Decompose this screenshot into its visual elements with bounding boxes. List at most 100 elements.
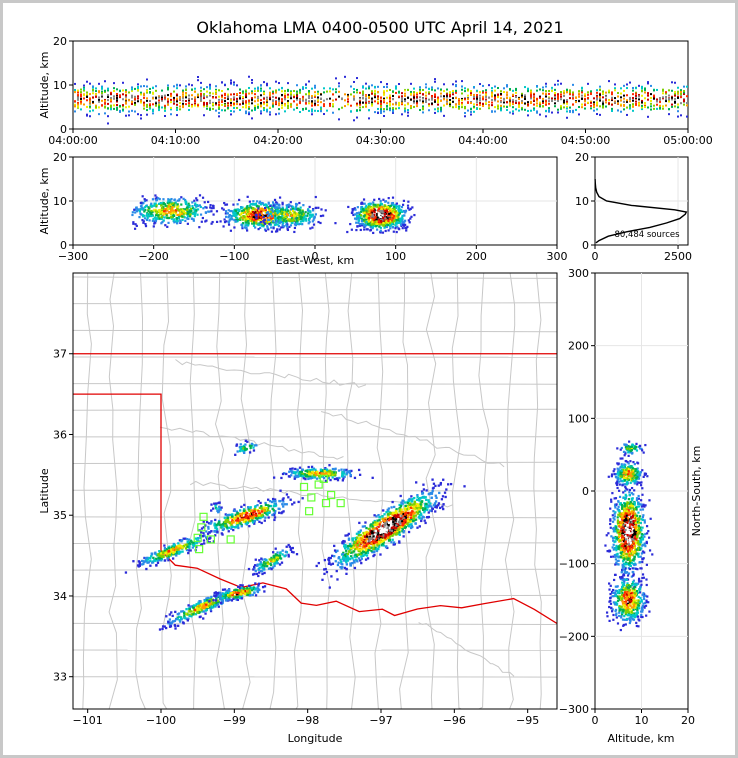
altitude-time-cell	[581, 86, 583, 89]
altitude-time-cell	[674, 97, 676, 100]
altitude-time-cell	[389, 98, 391, 101]
plan-view-cell	[388, 535, 392, 538]
altitude-eastwest-cell	[246, 195, 249, 198]
altitude-eastwest-cell	[289, 218, 292, 221]
altitude-time-cell	[458, 101, 460, 104]
altitude-eastwest-cell	[134, 223, 137, 226]
altitude-time-cell	[416, 96, 418, 99]
plan-view-cell	[371, 542, 375, 545]
altitude-time-cell	[455, 91, 457, 94]
altitude-time-cell	[197, 76, 199, 79]
altitude-eastwest-cell	[307, 222, 310, 225]
altitude-time-cell	[338, 95, 340, 98]
plan-view-cell	[364, 558, 368, 561]
altitude-time-cell	[122, 105, 124, 108]
plan-view-cell	[418, 507, 421, 511]
plan-view-cell	[367, 547, 371, 550]
altitude-time-cell	[647, 106, 649, 109]
altitude-time-cell	[542, 100, 544, 103]
altitude-eastwest-cell	[251, 218, 254, 221]
altitude-time-cell	[518, 105, 520, 108]
altitude-time-cell	[347, 100, 349, 103]
altitude-eastwest-cell	[144, 224, 148, 228]
altitude-eastwest-cell	[141, 219, 144, 222]
plan-view-cell	[400, 509, 403, 513]
altitude-time-cell	[215, 109, 217, 112]
altitude-eastwest-cell	[387, 201, 390, 204]
altitude-time-cell	[422, 89, 424, 92]
altitude-eastwest-cell	[260, 202, 263, 206]
altitude-time-cell	[542, 105, 544, 108]
plan-view-cell	[325, 570, 329, 574]
plan-view-cell	[334, 550, 338, 554]
altitude-time-cell	[620, 99, 622, 102]
plan-view-cell	[317, 561, 320, 565]
altitude-eastwest-cell	[176, 220, 179, 223]
altitude-eastwest-cell	[279, 216, 282, 219]
altitude-time-cell	[236, 103, 238, 106]
altitude-eastwest-cell	[144, 209, 147, 212]
altitude-time-cell	[362, 101, 364, 104]
plan-view-cell	[388, 529, 392, 532]
altitude-eastwest-cell	[388, 222, 391, 225]
plan-view-cell	[377, 547, 380, 551]
altitude-time-cell	[506, 84, 508, 87]
plan-view-cell	[346, 554, 349, 557]
altitude-time-cell	[479, 97, 481, 100]
altitude-eastwest-cell	[262, 203, 266, 207]
altitude-eastwest-cell	[205, 206, 208, 209]
altitude-time-cell	[86, 91, 88, 94]
altitude-eastwest-cell	[252, 200, 255, 203]
altitude-time-cell	[125, 102, 127, 105]
altitude-time-cell	[197, 96, 199, 99]
altitude-time-cell	[578, 100, 580, 103]
altitude-eastwest-cell	[152, 217, 155, 221]
altitude-eastwest-cell	[350, 211, 354, 215]
time-axis-tick-label: 04:50:00	[561, 134, 610, 147]
altitude-eastwest-cell	[391, 215, 394, 218]
altitude-eastwest-cell	[176, 204, 180, 207]
plan-view-cell	[367, 527, 370, 531]
altitude-time-cell	[371, 99, 373, 102]
altitude-time-cell	[311, 87, 313, 90]
altitude-time-cell	[470, 110, 472, 113]
altitude-eastwest-cell	[186, 208, 189, 211]
altitude-eastwest-cell	[384, 209, 387, 213]
altitude-eastwest-cell	[151, 210, 154, 213]
altitude-time-cell	[269, 111, 271, 114]
altitude-eastwest-cell	[195, 197, 198, 200]
altitude-time-cell	[572, 91, 574, 94]
altitude-time-cell	[632, 104, 634, 107]
altitude-time-cell	[641, 100, 643, 103]
plan-view-cell	[409, 506, 412, 510]
altitude-eastwest-cell	[158, 217, 161, 220]
altitude-time-cell	[449, 103, 451, 106]
altitude-time-cell	[269, 96, 271, 99]
altitude-eastwest-cell	[297, 216, 300, 219]
altitude-eastwest-cell	[264, 214, 267, 217]
altitude-eastwest-cell	[155, 196, 158, 199]
plan-view-cell	[373, 538, 376, 541]
altitude-time-cell	[401, 97, 403, 100]
altitude-time-cell	[674, 81, 676, 84]
altitude-time-cell	[440, 108, 442, 111]
plan-view-cell	[397, 517, 400, 521]
altitude-time-cell	[641, 86, 643, 89]
altitude-time-cell	[332, 88, 334, 91]
plan-view-cell	[415, 481, 418, 484]
altitude-time-cell	[125, 94, 127, 97]
altitude-time-cell	[131, 88, 133, 91]
altitude-time-cell	[620, 104, 622, 107]
altitude-eastwest-cell	[289, 204, 292, 207]
altitude-eastwest-cell	[401, 218, 404, 221]
altitude-time-cell	[254, 96, 256, 99]
altitude-eastwest-cell	[244, 224, 247, 227]
altitude-time-cell	[164, 106, 166, 109]
altitude-time-cell	[596, 98, 598, 101]
altitude-time-cell	[278, 88, 280, 91]
plan-view-cell	[345, 563, 349, 566]
altitude-time-cell	[473, 93, 475, 96]
altitude-eastwest-cell	[381, 211, 385, 214]
plan-view-cell	[399, 505, 403, 508]
plan-view-cell	[429, 502, 432, 505]
